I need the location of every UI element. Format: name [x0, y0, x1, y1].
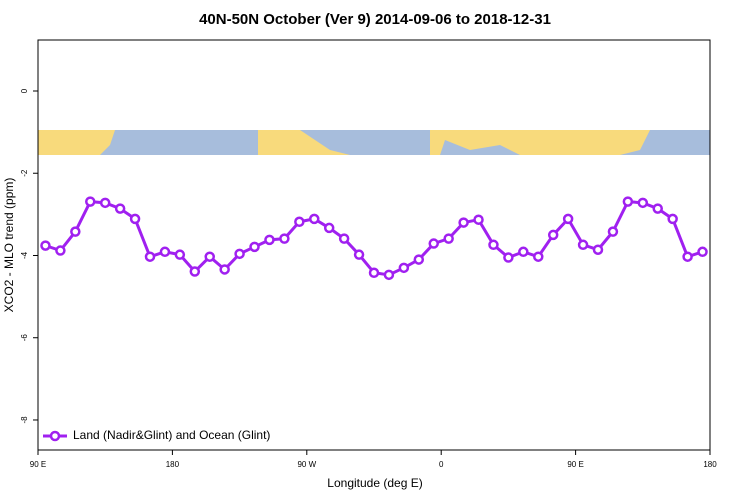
x-tick-label: 90 W: [297, 460, 316, 469]
x-axis-label: Longitude (deg E): [327, 476, 422, 490]
data-point: [99, 197, 111, 209]
data-point: [129, 213, 141, 225]
y-axis-label: XCO2 - MLO trend (ppm): [2, 178, 16, 313]
data-point: [219, 264, 230, 275]
data-point: [682, 251, 693, 262]
data-point: [204, 251, 215, 262]
data-point: [383, 269, 395, 281]
data-point: [473, 214, 484, 225]
data-point: [234, 248, 245, 260]
data-point: [55, 245, 66, 256]
data-point: [174, 249, 186, 260]
x-tick-label: 180: [166, 460, 180, 469]
x-tick-label: 180: [703, 460, 717, 469]
data-point: [159, 246, 171, 258]
data-point: [697, 246, 708, 258]
y-tick-label: -6: [20, 334, 29, 342]
data-point: [607, 226, 619, 237]
data-point: [70, 226, 81, 237]
data-point: [562, 213, 574, 225]
legend-marker: [49, 430, 61, 442]
data-point: [503, 252, 514, 263]
data-point: [249, 241, 260, 253]
data-point: [309, 213, 320, 225]
y-tick-label: -4: [20, 251, 29, 259]
data-point: [443, 233, 454, 244]
data-point: [353, 249, 365, 260]
data-point: [667, 213, 678, 225]
data-point: [458, 217, 469, 228]
data-point: [547, 229, 559, 241]
data-point: [398, 262, 410, 274]
map-strip: [38, 130, 710, 155]
data-point: [294, 216, 305, 228]
chart-title: 40N-50N October (Ver 9) 2014-09-06 to 20…: [199, 11, 551, 28]
y-tick-label: 0: [20, 88, 29, 93]
data-point: [622, 196, 634, 207]
data-point: [323, 222, 335, 234]
data-line: [44, 200, 704, 277]
data-point: [114, 203, 126, 214]
data-point: [338, 233, 350, 244]
data-point: [144, 251, 156, 262]
plot-frame: [37, 39, 711, 451]
data-point: [279, 233, 290, 244]
data-point: [189, 266, 201, 277]
data-point: [413, 254, 425, 265]
y-tick-label: -8: [20, 416, 29, 424]
data-point: [428, 238, 439, 249]
y-tick-label: -2: [20, 169, 29, 177]
data-point: [592, 244, 604, 255]
data-point: [533, 251, 544, 262]
data-point: [85, 196, 96, 207]
data-point: [652, 203, 663, 214]
x-tick-label: 90 E: [30, 460, 46, 469]
data-point: [577, 239, 589, 251]
data-point: [264, 234, 275, 246]
data-point: [518, 246, 529, 258]
data-point: [637, 197, 649, 209]
data-point: [368, 267, 380, 279]
legend-label: Land (Nadir&Glint) and Ocean (Glint): [73, 428, 270, 442]
data-point: [40, 240, 51, 251]
x-tick-label: 0: [439, 460, 444, 469]
x-tick-label: 90 E: [567, 460, 583, 469]
data-point: [488, 239, 499, 251]
